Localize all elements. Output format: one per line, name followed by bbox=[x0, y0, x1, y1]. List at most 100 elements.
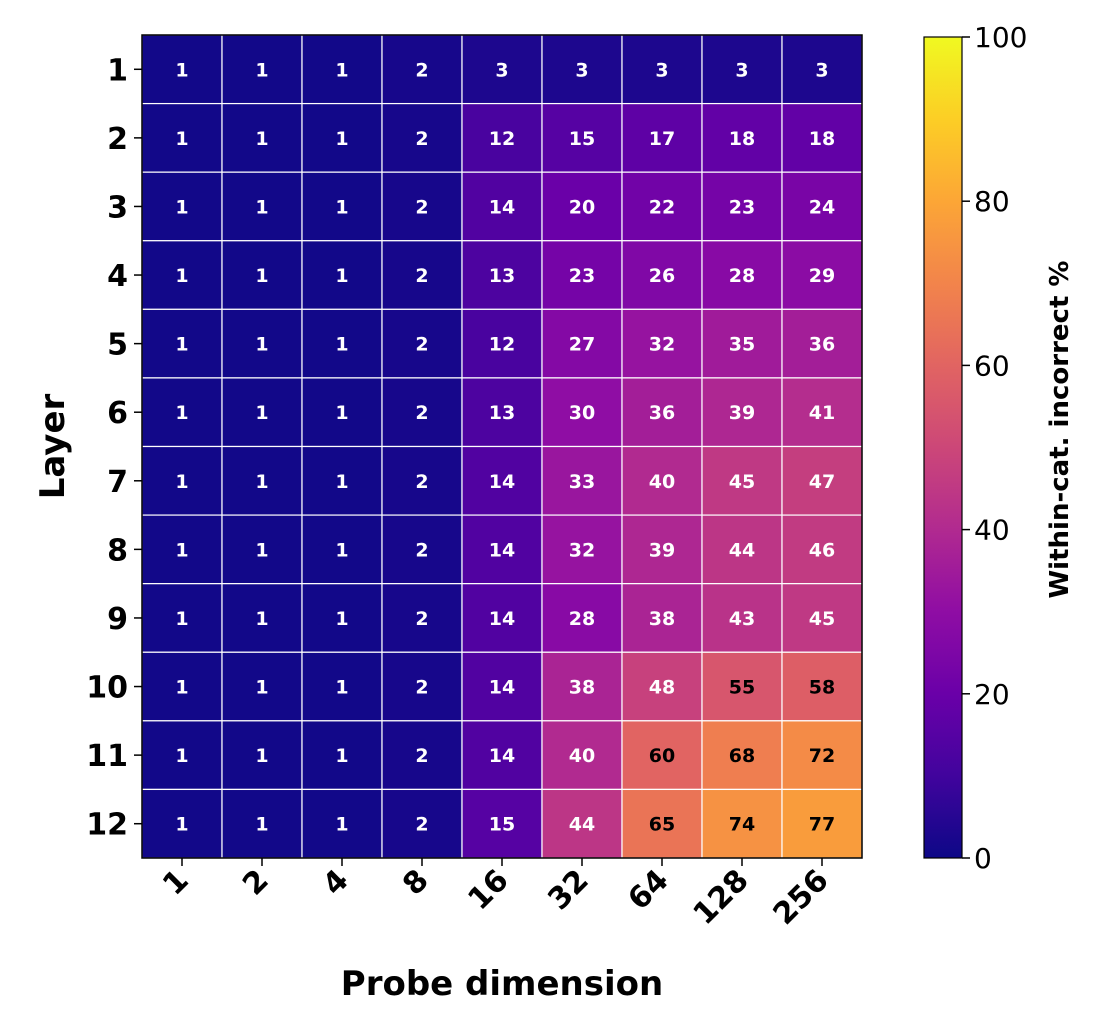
cell-value-label: 60 bbox=[649, 745, 675, 767]
y-tick-label: 9 bbox=[107, 602, 128, 637]
cell-value-label: 39 bbox=[729, 402, 755, 424]
x-tick-label: 32 bbox=[541, 863, 595, 917]
heatmap-cell bbox=[141, 171, 223, 242]
heatmap-cell bbox=[381, 377, 463, 448]
cell-value-label: 44 bbox=[569, 814, 595, 836]
cell-value-label: 20 bbox=[569, 196, 595, 218]
x-tick-label: 128 bbox=[687, 863, 756, 932]
heatmap-cell bbox=[221, 377, 303, 448]
heatmap-cell bbox=[141, 34, 223, 105]
heatmap-cell bbox=[381, 651, 463, 722]
colorbar-tick-label: 0 bbox=[974, 842, 992, 875]
y-tick-label: 8 bbox=[107, 533, 128, 568]
cell-value-label: 26 bbox=[649, 265, 675, 287]
cell-value-label: 1 bbox=[335, 745, 348, 767]
cell-value-label: 2 bbox=[415, 265, 428, 287]
cell-value-label: 28 bbox=[729, 265, 755, 287]
heatmap-cell bbox=[621, 445, 703, 516]
cell-value-label: 28 bbox=[569, 608, 595, 630]
y-tick-label: 7 bbox=[107, 465, 128, 500]
heatmap-cell bbox=[301, 788, 383, 859]
cell-value-label: 12 bbox=[489, 128, 515, 150]
colorbar-label: Within-cat. incorrect % bbox=[1045, 261, 1075, 599]
heatmap-cell bbox=[621, 308, 703, 379]
heatmap-cell bbox=[301, 102, 383, 173]
heatmap-cell bbox=[541, 720, 623, 791]
cell-value-label: 14 bbox=[489, 677, 515, 699]
heatmap-cell bbox=[621, 514, 703, 585]
heatmap-cell bbox=[701, 34, 783, 105]
cell-value-label: 30 bbox=[569, 402, 595, 424]
heatmap-cell bbox=[141, 377, 223, 448]
heatmap-cell bbox=[221, 651, 303, 722]
heatmap-cell bbox=[781, 583, 863, 653]
y-tick-label: 10 bbox=[86, 671, 128, 706]
cell-value-label: 17 bbox=[649, 128, 675, 150]
cell-value-label: 2 bbox=[415, 471, 428, 493]
colorbar-tick-label: 20 bbox=[974, 678, 1010, 711]
heatmap-cell bbox=[701, 651, 783, 722]
heatmap-cell bbox=[301, 171, 383, 242]
x-axis-ticks: 1 2 4 8 16 32 64 128 256 bbox=[156, 858, 836, 932]
colorbar-ticks: 0 20 40 60 80 100 bbox=[962, 21, 1027, 875]
cell-value-label: 13 bbox=[489, 265, 515, 287]
cell-value-label: 48 bbox=[649, 677, 675, 699]
cell-value-label: 38 bbox=[569, 677, 595, 699]
cell-value-label: 1 bbox=[255, 539, 268, 561]
cell-value-label: 12 bbox=[489, 334, 515, 356]
x-axis-label: Probe dimension bbox=[341, 964, 663, 1004]
heatmap-cell bbox=[461, 583, 543, 653]
cell-value-label: 1 bbox=[175, 59, 188, 81]
cell-value-label: 2 bbox=[415, 128, 428, 150]
heatmap-cell bbox=[781, 171, 863, 242]
heatmap-cell bbox=[541, 308, 623, 379]
x-tick-label: 4 bbox=[316, 863, 356, 903]
heatmap-cell bbox=[621, 720, 703, 791]
heatmap-cell bbox=[461, 720, 543, 791]
x-tick-label: 2 bbox=[236, 863, 276, 903]
cell-value-label: 15 bbox=[489, 814, 515, 836]
cell-value-label: 41 bbox=[809, 402, 835, 424]
cell-value-label: 14 bbox=[489, 745, 515, 767]
cell-value-label: 14 bbox=[489, 196, 515, 218]
cell-value-label: 1 bbox=[255, 265, 268, 287]
cell-value-label: 1 bbox=[255, 608, 268, 630]
x-tick-label: 64 bbox=[621, 863, 675, 917]
cell-value-label: 1 bbox=[255, 334, 268, 356]
heatmap-cell bbox=[541, 514, 623, 585]
cell-value-label: 3 bbox=[735, 59, 748, 81]
cell-value-label: 15 bbox=[569, 128, 595, 150]
cell-value-label: 18 bbox=[809, 128, 835, 150]
heatmap-cell bbox=[381, 308, 463, 379]
heatmap-cell bbox=[541, 34, 623, 105]
heatmap-cell bbox=[621, 651, 703, 722]
heatmap-cell bbox=[781, 102, 863, 173]
cell-value-label: 55 bbox=[729, 677, 755, 699]
cell-value-label: 2 bbox=[415, 745, 428, 767]
y-tick-label: 2 bbox=[107, 122, 128, 157]
cell-value-label: 1 bbox=[255, 471, 268, 493]
heatmap-cell bbox=[541, 788, 623, 859]
heatmap-cell bbox=[461, 171, 543, 242]
cell-value-label: 1 bbox=[175, 265, 188, 287]
heatmap-cell bbox=[781, 240, 863, 310]
cell-value-label: 1 bbox=[255, 814, 268, 836]
cell-value-label: 32 bbox=[569, 539, 595, 561]
cell-value-label: 45 bbox=[809, 608, 835, 630]
cell-value-label: 1 bbox=[335, 539, 348, 561]
cell-value-label: 1 bbox=[175, 608, 188, 630]
heatmap-cell bbox=[301, 514, 383, 585]
cell-value-label: 36 bbox=[809, 334, 835, 356]
heatmap-cell bbox=[381, 240, 463, 310]
cell-value-label: 47 bbox=[809, 471, 835, 493]
cell-value-label: 1 bbox=[335, 334, 348, 356]
cell-value-label: 74 bbox=[729, 814, 755, 836]
heatmap-cell bbox=[381, 788, 463, 859]
heatmap-cell bbox=[781, 308, 863, 379]
cell-value-label: 45 bbox=[729, 471, 755, 493]
heatmap-cell bbox=[141, 788, 223, 859]
cell-value-label: 58 bbox=[809, 677, 835, 699]
heatmap-cell bbox=[301, 308, 383, 379]
cell-value-label: 68 bbox=[729, 745, 755, 767]
cell-value-label: 1 bbox=[335, 608, 348, 630]
